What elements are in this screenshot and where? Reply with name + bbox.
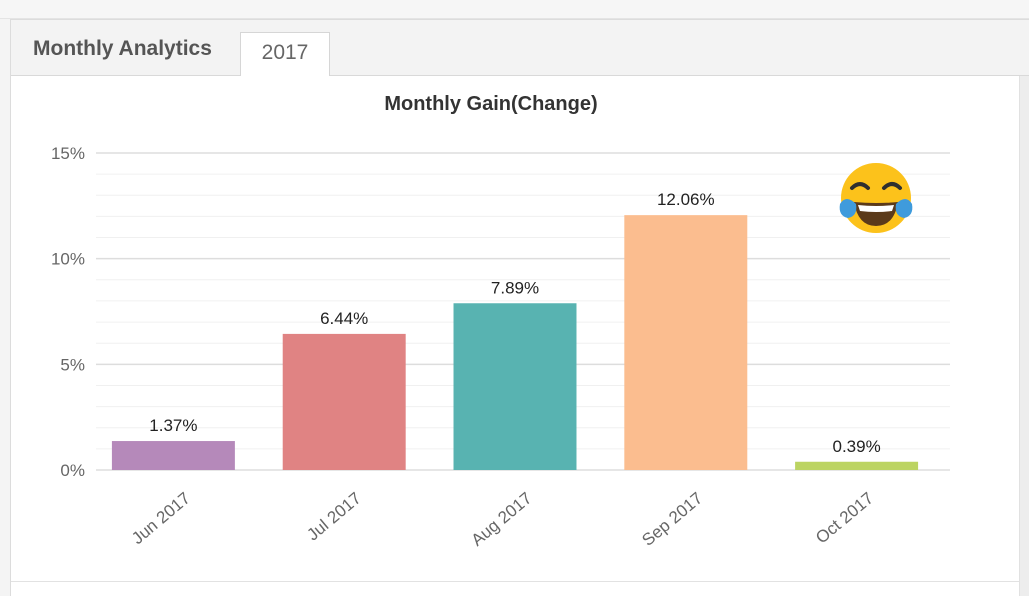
y-tick-label: 5% xyxy=(60,355,85,374)
bar[interactable] xyxy=(453,303,577,470)
vertical-scrollbar[interactable] xyxy=(1019,76,1029,596)
face-with-tears-of-joy-icon xyxy=(839,163,913,233)
x-tick-label: Jul 2017 xyxy=(303,489,364,545)
y-tick-label: 15% xyxy=(51,144,85,163)
y-tick-label: 10% xyxy=(51,250,85,269)
x-tick-label: Jun 2017 xyxy=(128,489,194,549)
chart-title: Monthly Gain(Change) xyxy=(384,93,597,115)
bar-value-label: 6.44% xyxy=(320,309,368,328)
bar-value-label: 0.39% xyxy=(832,437,880,456)
bar-layer xyxy=(111,215,919,470)
x-tick-label: Oct 2017 xyxy=(812,489,877,548)
bar[interactable] xyxy=(282,333,406,470)
tab-2017[interactable]: 2017 xyxy=(240,32,330,76)
bar-value-label: 12.06% xyxy=(657,190,715,209)
x-tick-label: Aug 2017 xyxy=(468,489,536,550)
page-top-edge xyxy=(0,0,1029,19)
bar[interactable] xyxy=(624,215,748,470)
panel-title: Monthly Analytics xyxy=(33,37,212,60)
panel-footer-divider xyxy=(11,581,1019,582)
bar-value-label: 1.37% xyxy=(149,416,197,435)
bar[interactable] xyxy=(111,441,235,470)
panel-header: Monthly Analytics 2017 xyxy=(11,20,1029,76)
y-tick-label: 0% xyxy=(60,461,85,480)
bar[interactable] xyxy=(795,461,919,470)
bar-value-label: 7.89% xyxy=(491,278,539,297)
x-tick-label: Sep 2017 xyxy=(638,489,706,550)
